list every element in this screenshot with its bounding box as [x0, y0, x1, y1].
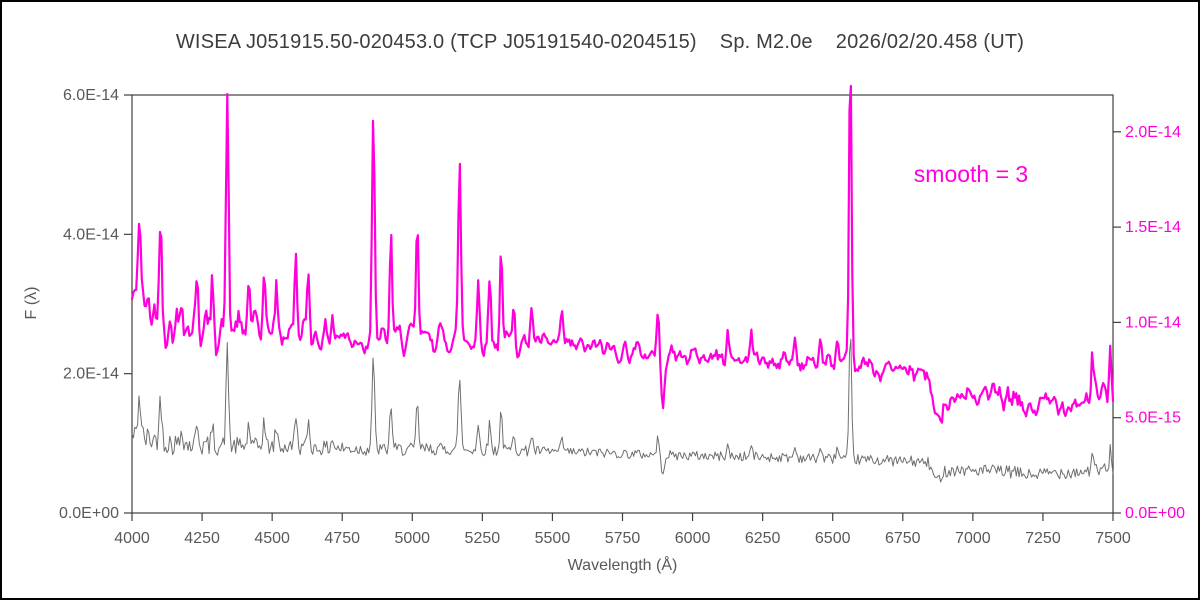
plot-frame: [131, 94, 1114, 514]
x-tick-label: 5500: [535, 530, 571, 547]
x-tick-label: 5250: [465, 530, 501, 547]
x-tick-label: 6250: [745, 530, 781, 547]
x-tick-label: 4000: [114, 530, 150, 547]
chart-title: WISEA J051915.50-020453.0 (TCP J05191540…: [175, 31, 1025, 53]
x-tick-label: 7500: [1095, 530, 1131, 547]
right-y-tick-label: 0.0E+00: [1125, 505, 1185, 522]
raw-spectrum-line: [131, 338, 1114, 483]
x-tick-label: 5750: [605, 530, 641, 547]
left-y-tick-label: 0.0E+00: [59, 505, 119, 522]
right-y-tick-label: 1.0E-14: [1125, 314, 1181, 331]
x-tick-label: 4500: [254, 530, 290, 547]
x-tick-label: 6500: [815, 530, 851, 547]
x-axis-title: Wavelength (Å): [567, 557, 678, 574]
x-tick-label: 5000: [394, 530, 430, 547]
left-y-tick-label: 4.0E-14: [63, 226, 119, 243]
x-tick-label: 4750: [324, 530, 360, 547]
smooth-annotation: smooth = 3: [913, 161, 1029, 187]
smoothed-spectrum-line: [130, 84, 1115, 424]
right-y-tick-label: 2.0E-14: [1125, 124, 1181, 141]
left-y-tick-label: 6.0E-14: [63, 87, 119, 104]
x-tick-label: 4250: [184, 530, 220, 547]
right-y-tick-label: 1.5E-14: [1125, 219, 1181, 236]
x-tick-label: 6000: [675, 530, 711, 547]
left-y-tick-label: 2.0E-14: [63, 366, 119, 383]
right-y-tick-label: 5.0E-15: [1125, 410, 1181, 427]
x-tick-label: 7250: [1025, 530, 1061, 547]
x-tick-label: 7000: [955, 530, 991, 547]
x-tick-label: 6750: [885, 530, 921, 547]
